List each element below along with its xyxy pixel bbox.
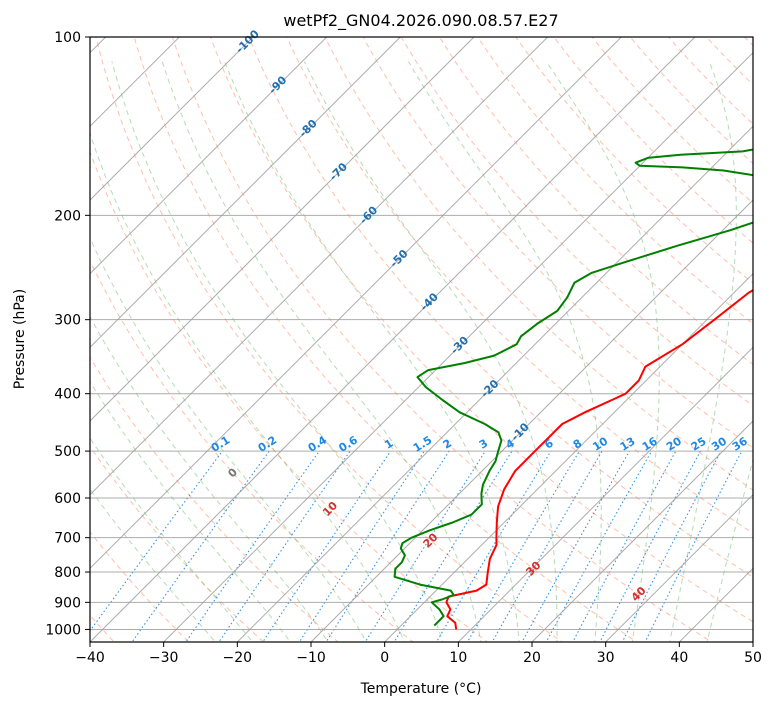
dry-adiabat-line [515,37,753,284]
mixing-ratio-line [325,450,450,642]
dry-adiabat-line [324,37,753,491]
isotherm-line [531,420,753,642]
y-axis-ticks: 100 200 300 400 500 600 700 800 900 1000 [45,30,90,638]
moist-adiabat-line [90,131,406,642]
moist-adiabat-line [161,61,482,642]
x-tick-label: 10 [449,650,467,666]
mixing-ratio-line [218,450,351,642]
isotherm-line [90,37,475,422]
dry-adiabat-line [171,37,713,642]
x-tick-label: −20 [223,650,253,666]
x-tick-label: −40 [75,650,105,666]
dry-adiabat-line [362,37,753,449]
isotherm-line [162,51,753,642]
y-axis-label: Pressure (hPa) [12,289,28,389]
mixing-ratio-line [435,450,552,642]
y-tick-label: 800 [54,565,81,581]
x-axis-label: Temperature (°C) [360,681,482,697]
y-tick-label: 400 [54,387,81,403]
y-tick-label: 500 [54,444,81,460]
isotherm-line [457,346,753,642]
x-tick-label: 40 [670,650,688,666]
y-tick-label: 100 [54,30,81,46]
dry-adiabat-line [286,37,753,534]
plot-frame [89,36,754,643]
isotherm-line [90,37,402,349]
mixing-ratio-line [466,450,580,642]
y-tick-label: 300 [54,313,81,329]
moist-adiabat-line [90,380,291,642]
mixing-ratio-line [298,450,425,642]
mixing-ratio-line [131,450,270,642]
chart-title: wetPf2_GN04.2026.090.08.57.E27 [283,11,558,31]
x-tick-label: 0 [380,650,389,666]
moist-adiabat-line [224,61,520,642]
grid-lines [90,37,753,642]
mixing-ratio-line [185,450,320,642]
moist-adiabat-line [90,437,254,642]
mixing-ratio-line [262,450,392,642]
dry-adiabat-line [90,259,414,642]
moist-adiabat-line [303,61,558,642]
y-tick-label: 700 [54,531,81,547]
isotherm-line [236,125,753,642]
y-tick-label: 1000 [45,622,81,638]
y-tick-label: 600 [54,491,81,507]
dry-adiabat-line [210,37,753,623]
isotherm-line [604,493,753,642]
y-tick-label: 200 [54,208,81,224]
isotherm-line [90,37,696,642]
isotherm-line [90,37,623,570]
moist-adiabat-line [90,488,216,642]
dry-adiabat-line [95,37,564,642]
moist-adiabat-line [90,236,367,642]
dry-adiabat-line [438,37,753,366]
x-tick-label: 50 [744,650,762,666]
x-tick-label: −10 [296,650,326,666]
mixing-ratio-line [644,450,743,642]
isotherm-line [90,37,328,275]
dry-adiabat-line [90,356,339,642]
y-tick-label: 900 [54,595,81,611]
dry-adiabat-line [476,37,753,325]
x-tick-label: −30 [149,650,179,666]
dry-adiabat-line [248,37,753,578]
isotherm-line [310,199,753,642]
isotherm-line [90,37,254,201]
sounding-series [393,148,753,630]
temperature-line [445,289,753,630]
mixing-ratio-line [491,450,603,642]
dry-adiabat-line [553,37,753,244]
moist-adiabat-line [545,61,660,642]
moist-adiabat-line [111,61,444,642]
dry-adiabat-line [400,37,753,407]
dry-adiabat-line [133,37,638,642]
dewpoint-line [393,148,753,627]
isotherm-line [90,37,549,496]
mixing-ratio-line [545,450,653,642]
background-lines [90,37,753,642]
x-axis-ticks: −40 −30 −20 −10 0 10 20 30 40 50 [75,642,762,666]
moist-adiabat-line [669,61,737,642]
x-tick-label: 20 [523,650,541,666]
x-tick-label: 30 [597,650,615,666]
